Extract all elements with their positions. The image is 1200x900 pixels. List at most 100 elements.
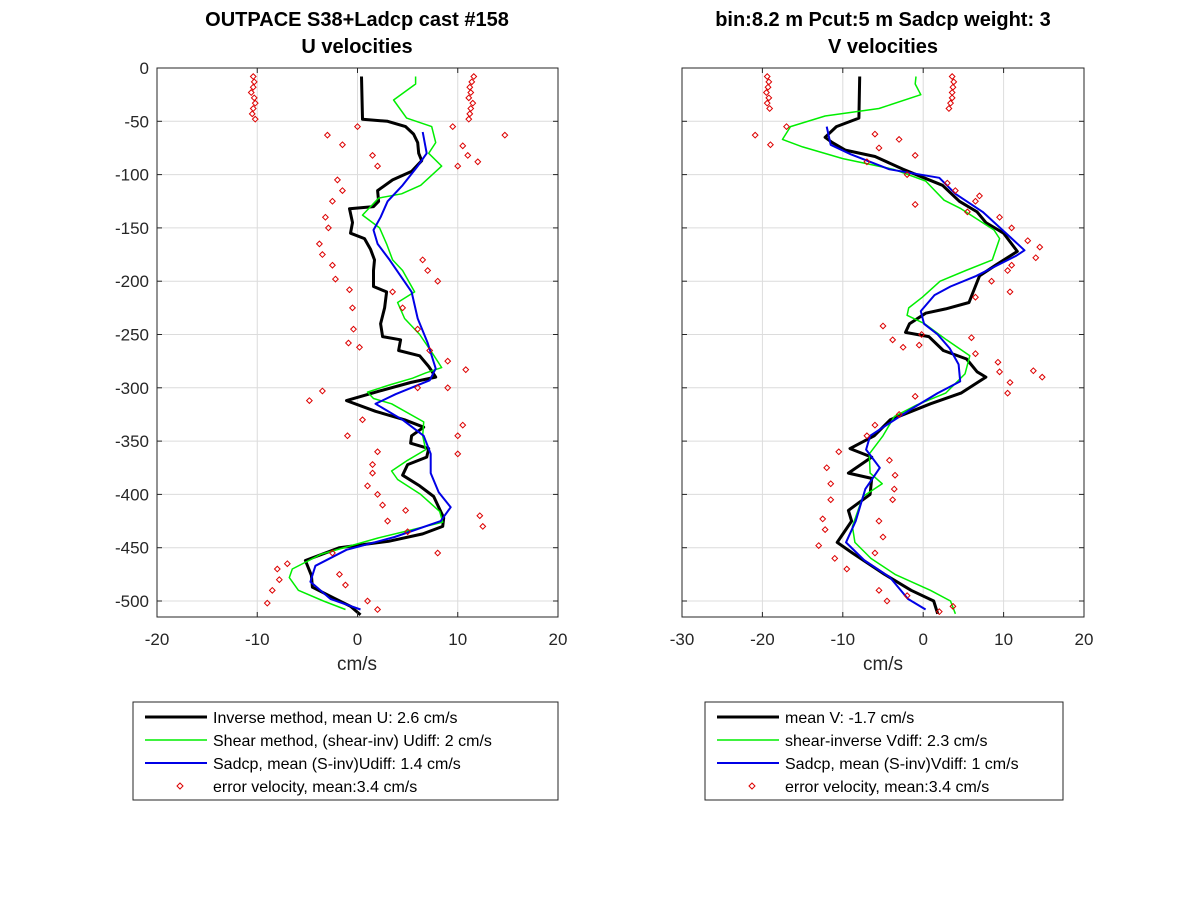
error-velocity-point <box>355 343 364 351</box>
error-velocity-point <box>476 512 484 520</box>
v-ticks: -30 -20 -10 0 10 20 <box>670 67 1094 649</box>
error-velocity-point <box>374 606 382 614</box>
error-velocity-point <box>470 73 478 81</box>
error-velocity-point <box>1006 378 1014 386</box>
error-velocity-point <box>875 586 883 594</box>
error-velocity-point <box>903 592 911 600</box>
error-velocity-point <box>343 432 351 440</box>
error-velocity-point <box>249 73 257 81</box>
error-velocity-point <box>464 151 472 159</box>
error-velocity-point <box>1008 261 1016 269</box>
error-velocity-point <box>945 105 953 113</box>
y-tick-label: -50 <box>124 112 149 131</box>
error-velocity-point <box>345 286 353 294</box>
error-velocity-point <box>338 141 346 149</box>
error-velocity-point <box>374 162 382 170</box>
error-velocity-point <box>911 392 919 400</box>
error-velocity-point <box>975 192 983 200</box>
x-tick-label: 10 <box>994 630 1013 649</box>
error-velocity-point <box>249 83 257 91</box>
u-series-group <box>247 73 509 617</box>
y-tick-label: -400 <box>115 485 149 504</box>
error-velocity-point <box>324 224 332 232</box>
error-velocity-point <box>762 89 770 97</box>
error-velocity-point <box>465 115 473 123</box>
error-velocity-point <box>349 325 357 333</box>
error-velocity-point <box>404 528 412 536</box>
error-velocity-point <box>328 197 336 205</box>
error-velocity-point <box>466 110 474 118</box>
error-velocity-point <box>996 368 1004 376</box>
error-velocity-point <box>1006 288 1014 296</box>
error-velocity-point <box>374 448 382 456</box>
error-velocity-point <box>827 496 835 504</box>
error-velocity-point <box>469 99 477 107</box>
legend-entry-label: Shear method, (shear-inv) Udiff: 2 cm/s <box>213 733 492 750</box>
error-velocity-point <box>369 469 377 477</box>
error-velocity-point <box>369 461 377 469</box>
x-tick-label: -10 <box>831 630 856 649</box>
error-velocity-point <box>994 358 1002 366</box>
error-velocity-point <box>885 456 893 464</box>
error-velocity-point <box>831 554 839 562</box>
sadcp-velocity-line <box>309 131 452 611</box>
error-velocity-point <box>273 565 281 573</box>
error-velocity-point <box>963 208 971 216</box>
error-velocity-point <box>364 597 372 605</box>
y-tick-label: -450 <box>115 539 149 558</box>
error-velocity-point <box>903 171 911 179</box>
error-velocity-point <box>950 78 958 86</box>
x-tick-label: -10 <box>245 630 270 649</box>
error-velocity-point <box>305 397 313 405</box>
x-tick-label: 10 <box>448 630 467 649</box>
error-velocity-point <box>348 304 356 312</box>
error-velocity-markers <box>751 73 1046 616</box>
error-velocity-point <box>948 94 956 102</box>
error-velocity-point <box>1036 243 1044 251</box>
error-velocity-point <box>889 496 897 504</box>
error-velocity-point <box>328 261 336 269</box>
error-velocity-point <box>353 123 362 131</box>
x-tick-label: 0 <box>353 630 362 649</box>
error-velocity-point <box>951 187 959 195</box>
error-velocity-point <box>899 343 907 351</box>
error-velocity-point <box>783 123 791 131</box>
x-tick-label: 20 <box>1075 630 1094 649</box>
error-velocity-point <box>344 339 352 347</box>
error-velocity-point <box>379 501 387 509</box>
inverse-velocity-line <box>823 76 1019 615</box>
legend-entry-label: Inverse method, mean U: 2.6 cm/s <box>213 710 458 727</box>
error-velocity-point <box>467 105 475 113</box>
error-velocity-point <box>459 421 467 429</box>
error-velocity-point <box>875 517 883 525</box>
error-velocity-point <box>971 293 979 301</box>
error-velocity-point <box>466 83 474 91</box>
error-velocity-point <box>895 410 903 418</box>
x-tick-label: -20 <box>750 630 775 649</box>
error-velocity-point <box>374 490 382 498</box>
error-velocity-point <box>1008 224 1016 232</box>
error-velocity-point <box>333 176 341 184</box>
error-velocity-point <box>1032 254 1040 262</box>
legend-entry-label: error velocity, mean:3.4 cm/s <box>785 779 989 796</box>
error-velocity-point <box>871 130 879 138</box>
error-velocity-point <box>369 151 377 159</box>
error-velocity-point <box>434 549 442 557</box>
error-velocity-point <box>879 533 887 541</box>
legend-entry-label: shear-inverse Vdiff: 2.3 cm/s <box>785 733 987 750</box>
error-velocity-markers <box>247 73 509 614</box>
error-velocity-point <box>459 142 467 150</box>
error-velocity-point <box>766 105 774 113</box>
error-velocity-point <box>338 187 346 195</box>
error-velocity-point <box>996 213 1004 221</box>
x-tick-label: -20 <box>145 630 170 649</box>
error-velocity-point <box>467 89 475 97</box>
error-velocity-point <box>889 336 897 344</box>
error-velocity-point <box>949 83 957 91</box>
error-velocity-point <box>250 94 258 102</box>
x-tick-label: 20 <box>549 630 568 649</box>
v-legend: mean V: -1.7 cm/s shear-inverse Vdiff: 2.… <box>704 701 1064 801</box>
u-panel-title: OUTPACE S38+Ladcp cast #158 <box>205 9 509 31</box>
error-velocity-point <box>948 73 956 81</box>
error-velocity-point <box>863 432 871 440</box>
